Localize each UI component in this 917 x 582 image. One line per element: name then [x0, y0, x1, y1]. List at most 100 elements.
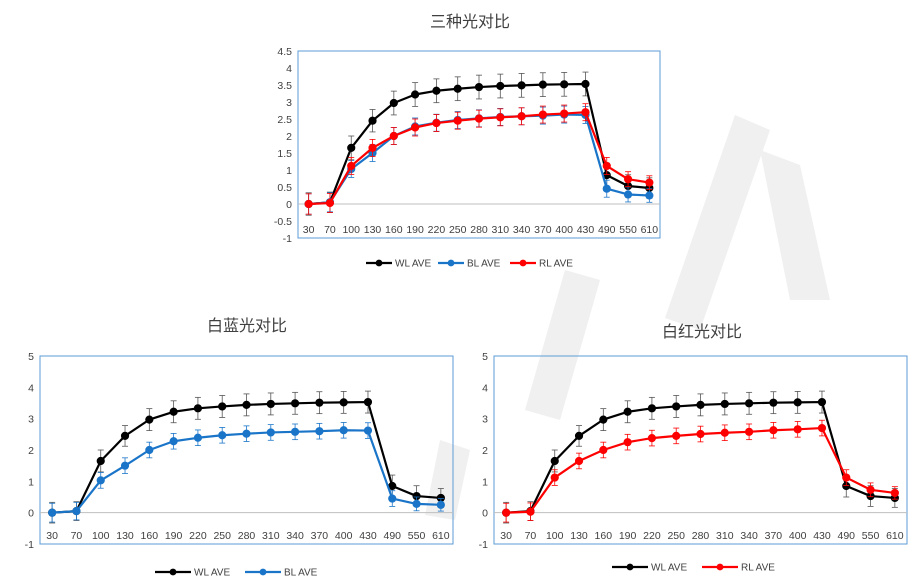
y-tick-label: -1: [25, 539, 34, 551]
legend-marker: [716, 563, 724, 571]
data-point: [389, 98, 398, 108]
y-tick-label: 1: [482, 476, 488, 488]
y-tick-label: 0: [482, 508, 488, 520]
legend-label: BL AVE: [284, 568, 318, 579]
data-point: [218, 431, 227, 440]
y-tick-label: 3: [28, 414, 34, 426]
data-point: [645, 178, 654, 187]
x-tick-label: 340: [513, 224, 531, 236]
data-point: [453, 116, 462, 125]
legend-label: WL AVE: [395, 259, 431, 270]
data-point: [432, 118, 441, 128]
x-tick-label: 30: [303, 224, 315, 236]
y-tick-label: -0.5: [274, 216, 292, 228]
data-point: [169, 407, 178, 416]
x-tick-label: 550: [862, 530, 880, 542]
data-point: [290, 427, 300, 436]
x-tick-label: 100: [546, 530, 564, 542]
legend-label: RL AVE: [741, 563, 775, 574]
data-point: [696, 429, 705, 439]
x-tick-label: 160: [595, 530, 613, 542]
data-point: [720, 399, 729, 409]
y-tick-label: 2: [286, 131, 292, 143]
x-tick-label: 370: [311, 530, 329, 542]
data-point: [647, 404, 657, 413]
data-point: [623, 190, 633, 199]
x-tick-label: 310: [262, 530, 280, 542]
data-point: [496, 81, 505, 91]
data-point: [347, 143, 356, 152]
series-rl-ave: [502, 419, 899, 523]
x-tick-label: 130: [116, 530, 134, 542]
plot-area: [493, 355, 908, 545]
chart-2: 白蓝光对比 -1 0 1 2 3 4 5 30 70 100 130 160 190 220 250 280 31…: [25, 316, 454, 579]
legend-label: WL AVE: [651, 563, 687, 574]
data-point: [339, 426, 348, 435]
data-point: [496, 113, 505, 122]
data-point: [817, 397, 827, 407]
data-point: [560, 109, 569, 118]
data-point: [145, 445, 154, 455]
x-tick-label: 250: [213, 530, 231, 542]
data-point: [560, 80, 569, 89]
data-point: [599, 445, 608, 455]
data-point: [474, 114, 484, 123]
x-tick-label: 100: [92, 530, 110, 542]
x-tick-label: 280: [470, 224, 488, 236]
legend-label: WL AVE: [194, 568, 230, 579]
data-point: [602, 161, 611, 171]
x-tick-label: 610: [641, 224, 659, 236]
x-tick-label: 130: [570, 530, 588, 542]
data-point: [672, 431, 681, 440]
y-tick-label: 4: [28, 382, 34, 394]
y-tick-label: 4.5: [277, 46, 292, 58]
legend-label: BL AVE: [467, 259, 501, 270]
data-point: [645, 191, 654, 200]
y-tick-label: 1: [28, 476, 34, 488]
charts-root: 三种光对比-1-0.500.511.522.533.544.530 70 100 13…: [25, 12, 908, 579]
data-point: [290, 399, 300, 408]
x-tick-label: 250: [667, 530, 685, 542]
plot-area: [39, 355, 454, 545]
data-point: [266, 399, 275, 409]
x-tick-label: 30: [46, 530, 58, 542]
data-point: [672, 402, 681, 411]
x-tick-label: 310: [492, 224, 510, 236]
y-tick-label: 1: [286, 165, 292, 177]
y-tick-label: 4: [482, 382, 488, 394]
x-tick-label: 400: [789, 530, 807, 542]
y-tick-label: 0: [28, 508, 34, 520]
x-tick-label: 100: [342, 224, 360, 236]
data-point: [574, 456, 584, 466]
data-point: [120, 431, 130, 440]
legend: WL AVE RL AVE: [612, 563, 775, 574]
data-point: [623, 175, 633, 184]
legend-marker: [169, 568, 177, 576]
data-point: [145, 415, 154, 424]
series-wl-ave: [48, 390, 445, 524]
y-tick-label: -1: [479, 539, 488, 551]
data-point: [242, 400, 251, 409]
data-point: [363, 426, 373, 435]
series-wl-ave: [304, 71, 654, 216]
legend-marker: [519, 259, 527, 267]
watermark: [425, 115, 830, 520]
data-point: [517, 81, 526, 90]
chart-3: 白红光对比 -1 0 1 2 3 4 5 30 70 100 130 160 190 220 250 280 31…: [479, 322, 908, 574]
data-point: [242, 429, 251, 438]
data-point: [842, 473, 851, 482]
legend-marker: [375, 259, 383, 267]
x-tick-label: 370: [765, 530, 783, 542]
data-point: [411, 123, 420, 132]
chart-1: 三种光对比 -1 -0.5 0 0.5 1 1.5 2 2.5 3 3.5 4 4.5 30 70 100 13…: [274, 12, 661, 270]
x-tick-label: 160: [141, 530, 159, 542]
data-point: [793, 398, 802, 407]
y-tick-label: 5: [482, 351, 488, 363]
y-tick-label: 3: [286, 97, 292, 109]
legend: WL AVE BL AVE: [155, 568, 318, 579]
series-line: [52, 429, 441, 514]
data-point: [769, 398, 778, 407]
x-tick-label: 490: [598, 224, 616, 236]
data-point: [315, 398, 324, 407]
data-point: [720, 428, 729, 437]
